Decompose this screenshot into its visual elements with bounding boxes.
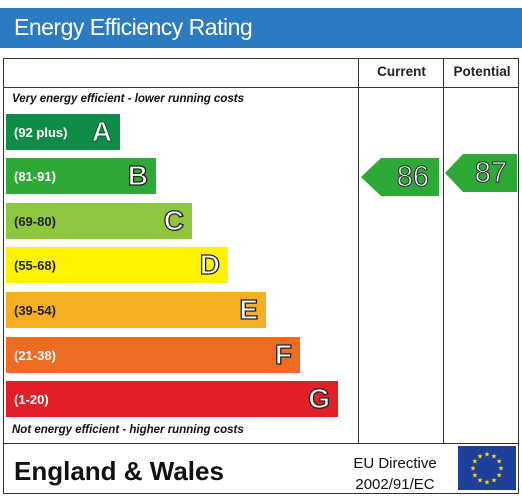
band-c: (69-80) C — [6, 203, 192, 239]
band-letter: F — [274, 338, 292, 370]
rating-frame — [3, 58, 519, 494]
flag-star: ★ — [472, 458, 478, 466]
band-range-label: (69-80) — [14, 214, 56, 229]
note-efficient: Very energy efficient - lower running co… — [12, 93, 244, 105]
footer-title: England & Wales — [14, 456, 224, 486]
flag-star: ★ — [496, 458, 502, 466]
current-rating-arrow: 86 — [361, 158, 439, 196]
band-d: (55-68) D — [6, 247, 228, 283]
band-a: (92 plus) A — [6, 114, 120, 150]
band-letter: A — [91, 116, 112, 148]
band-range-label: (55-68) — [14, 258, 56, 273]
divider-current — [358, 58, 359, 443]
directive-line-2: 2002/91/EC — [355, 476, 435, 493]
current-rating-value: 86 — [396, 161, 429, 194]
flag-star: ★ — [472, 472, 478, 480]
band-e: (39-54) E — [6, 292, 266, 328]
potential-rating-arrow: 87 — [445, 154, 517, 192]
flag-star: ★ — [498, 465, 504, 473]
flag-star: ★ — [491, 477, 497, 485]
band-range-label: (81-91) — [14, 169, 56, 184]
eu-flag-icon: ★ ★ ★ ★ ★ ★ ★ ★ ★ ★ ★ ★ — [458, 446, 516, 490]
flag-star: ★ — [477, 477, 483, 485]
band-letter: B — [127, 159, 149, 191]
band-g: (1-20) G — [6, 381, 338, 417]
header-bar: Energy Efficiency Rating — [0, 8, 522, 48]
band-range-label: (1-20) — [14, 392, 49, 407]
band-letter: D — [199, 248, 221, 280]
divider-footer-row — [3, 443, 519, 444]
band-range-label: (92 plus) — [14, 125, 68, 140]
band-f: (21-38) F — [6, 337, 300, 373]
potential-rating-value: 87 — [474, 157, 507, 190]
band-range-label: (39-54) — [14, 303, 56, 318]
eu-directive: EU Directive 2002/91/EC — [340, 453, 450, 495]
directive-line-1: EU Directive — [353, 455, 437, 472]
band-b: (81-91) B — [6, 158, 156, 194]
column-header-current: Current — [377, 64, 426, 79]
band-range-label: (21-38) — [14, 348, 56, 363]
flag-star: ★ — [470, 465, 476, 473]
band-letter: C — [163, 204, 185, 236]
flag-star: ★ — [496, 472, 502, 480]
page-title: Energy Efficiency Rating — [14, 14, 253, 40]
flag-star: ★ — [477, 452, 483, 460]
column-header-potential: Potential — [453, 64, 511, 79]
band-letter: G — [308, 382, 331, 414]
divider-header-row — [3, 87, 519, 88]
note-inefficient: Not energy efficient - higher running co… — [12, 424, 244, 436]
divider-potential — [443, 58, 444, 443]
flag-star: ★ — [484, 451, 490, 459]
flag-star: ★ — [484, 479, 490, 487]
flag-star: ★ — [491, 452, 497, 460]
band-letter: E — [239, 293, 259, 325]
